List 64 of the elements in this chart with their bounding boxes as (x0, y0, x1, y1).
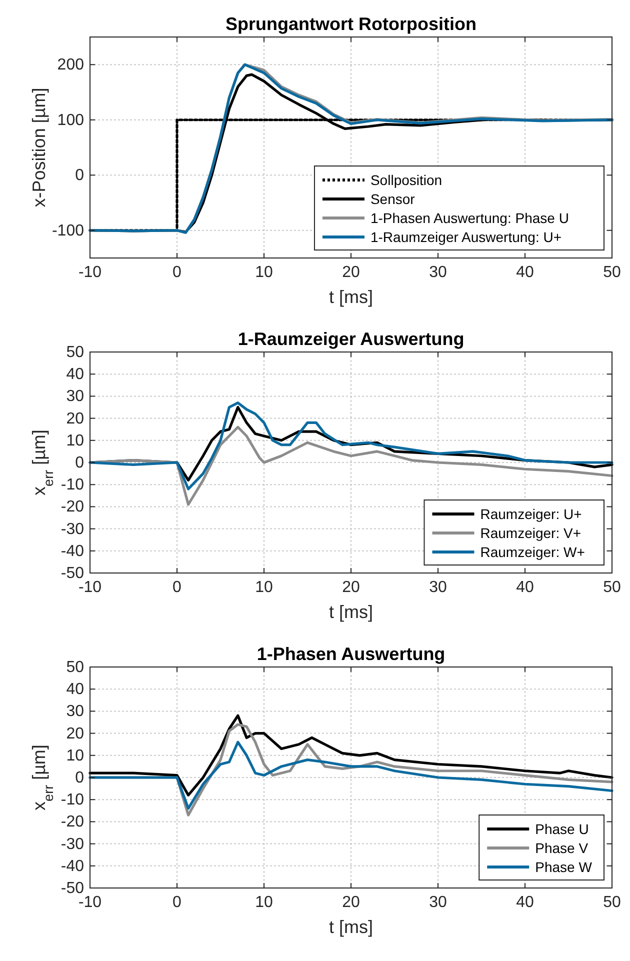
legend-label: Phase U (535, 821, 589, 837)
x-tick-label: 20 (342, 579, 360, 596)
y-tick-label: -20 (60, 498, 84, 516)
y-tick-label: 50 (66, 659, 84, 676)
x-axis-title: t [ms] (329, 287, 373, 307)
y-tick-label: 40 (66, 681, 84, 698)
legend-label: Raumzeiger: V+ (480, 525, 582, 541)
y-tick-label: 50 (66, 344, 84, 361)
y-tick-label: -10 (60, 476, 84, 494)
y-tick-label: -10 (60, 792, 84, 809)
y-tick-label: 20 (66, 410, 84, 428)
x-tick-label: 50 (603, 894, 621, 911)
legend-label: 1-Phasen Auswertung: Phase U (370, 210, 569, 226)
x-tick-label: 50 (603, 264, 621, 281)
x-tick-label: 40 (516, 264, 534, 281)
x-tick-label: 0 (172, 264, 182, 281)
y-tick-label: -50 (60, 880, 84, 897)
y-tick-label: 0 (75, 167, 84, 184)
y-tick-label: 200 (57, 56, 84, 74)
x-tick-label: 30 (429, 264, 447, 281)
x-tick-label: 20 (342, 264, 360, 281)
x-tick-label: 10 (255, 264, 273, 281)
chart-title: Sprungantwort Rotorposition (226, 14, 476, 34)
legend-label: Phase W (535, 859, 593, 875)
x-tick-label: 40 (516, 579, 534, 596)
y-tick-label: 10 (66, 432, 84, 450)
line-series (88, 740, 614, 810)
y-tick-label: -30 (60, 520, 84, 538)
y-tick-label: 30 (66, 388, 84, 406)
x-axis-title: t [ms] (329, 917, 373, 937)
y-tick-label: -50 (60, 565, 84, 582)
line-series (88, 714, 614, 796)
legend-label: Raumzeiger: U+ (480, 506, 582, 522)
y-axis-title: x-Position [µm] (29, 88, 49, 208)
chart-title: 1-Phasen Auswertung (256, 644, 446, 664)
line-series (88, 426, 614, 506)
y-tick-label: -100 (52, 222, 84, 240)
x-tick-label: 50 (603, 579, 621, 596)
legend-label: 1-Raumzeiger Auswertung: U+ (370, 229, 562, 245)
x-tick-label: 10 (255, 579, 273, 596)
y-tick-label: -40 (60, 858, 84, 875)
x-tick-label: 30 (429, 579, 447, 596)
y-tick-label: 0 (75, 454, 84, 472)
y-tick-label: 0 (75, 770, 84, 786)
y-tick-label: 30 (66, 703, 84, 720)
y-tick-label: 20 (66, 725, 84, 742)
y-tick-label: -30 (60, 836, 84, 853)
y-tick-label: 10 (66, 747, 84, 764)
y-tick-label: -20 (60, 814, 84, 831)
legend-label: Phase V (535, 840, 589, 856)
chart-title: 1-Raumzeiger Auswertung (238, 329, 464, 349)
x-tick-label: 10 (255, 894, 273, 911)
legend-label: Sensor (370, 191, 416, 207)
legend-label: Sollposition (370, 172, 442, 188)
x-tick-label: 0 (172, 579, 182, 596)
x-tick-label: 0 (172, 894, 182, 911)
x-tick-label: 30 (429, 894, 447, 911)
x-tick-label: 40 (516, 894, 534, 911)
x-axis-title: t [ms] (329, 602, 373, 622)
y-tick-label: 100 (57, 112, 84, 129)
x-tick-label: 20 (342, 894, 360, 911)
legend-label: Raumzeiger: W+ (480, 544, 585, 560)
y-tick-label: -40 (60, 542, 84, 560)
y-tick-label: 40 (66, 366, 84, 384)
